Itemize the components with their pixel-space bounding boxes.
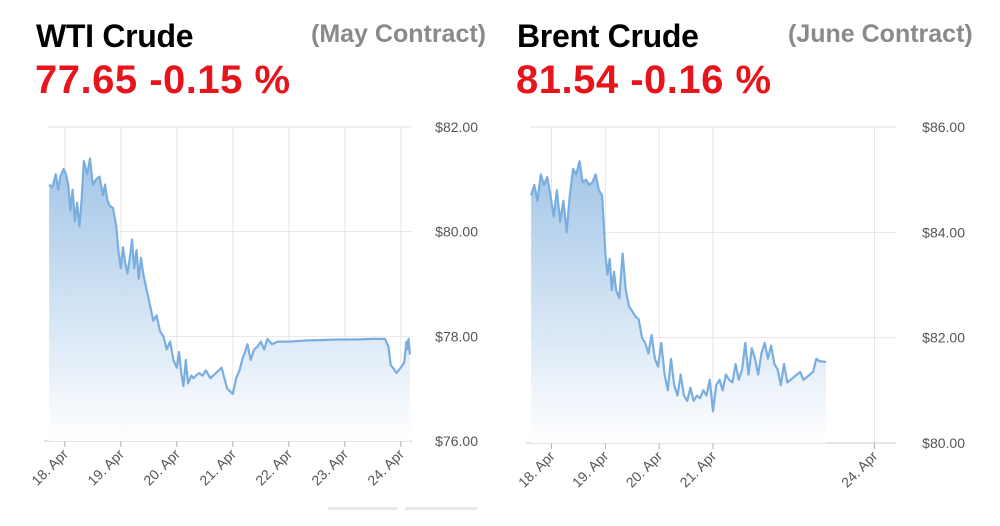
y-tick-label: $80.00	[922, 435, 965, 451]
brent-price: 81.54	[516, 58, 619, 102]
x-tick-label: 24. Apr	[838, 448, 881, 491]
y-tick-label: $78.00	[435, 328, 478, 344]
x-tick-label: 21. Apr	[676, 448, 719, 491]
x-tick-label: 18. Apr	[28, 446, 71, 489]
brent-chart[interactable]: $86.00 $84.00 $82.00 $80.00 18. Apr 19. Apr 20…	[482, 0, 982, 526]
y-tick-label: $82.00	[922, 330, 965, 346]
series-area	[49, 158, 410, 441]
x-tick-label: 19. Apr	[84, 446, 127, 489]
series-line[interactable]	[48, 157, 411, 395]
x-tick-label: 23. Apr	[308, 446, 351, 489]
wti-chart[interactable]: $82.00 $80.00 $78.00 $76.00 18. Apr 19. Apr 20…	[0, 0, 500, 526]
scroll-indicator	[405, 507, 477, 510]
scroll-indicator	[328, 507, 398, 510]
series-area	[531, 161, 826, 443]
wti-panel: WTI Crude (May Contract) 77.65 -0.15 % $…	[0, 0, 500, 526]
brent-price-change: 81.54 -0.16 %	[516, 58, 772, 103]
x-tick-label: 24. Apr	[364, 446, 407, 489]
x-tick-label: 20. Apr	[140, 446, 183, 489]
y-tick-label: $84.00	[922, 224, 965, 240]
wti-contract-label: (May Contract)	[311, 20, 487, 48]
wti-change: -0.15 %	[149, 58, 291, 102]
y-tick-label: $80.00	[435, 224, 478, 240]
wti-title: WTI Crude	[36, 18, 194, 54]
brent-contract-label: (June Contract)	[788, 20, 973, 48]
series-line[interactable]	[530, 160, 827, 413]
y-tick-label: $76.00	[435, 433, 478, 449]
brent-change: -0.16 %	[630, 58, 772, 102]
x-tick-label: 21. Apr	[196, 446, 239, 489]
wti-price-change: 77.65 -0.15 %	[35, 58, 291, 103]
y-tick-label: $82.00	[435, 119, 478, 135]
x-tick-label: 19. Apr	[569, 448, 612, 491]
x-tick-label: 20. Apr	[623, 448, 666, 491]
wti-price: 77.65	[35, 58, 138, 102]
brent-panel: Brent Crude (June Contract) 81.54 -0.16 …	[482, 0, 982, 526]
x-tick-label: 22. Apr	[252, 446, 295, 489]
x-tick-label: 18. Apr	[515, 448, 558, 491]
brent-title: Brent Crude	[517, 18, 699, 54]
y-tick-label: $86.00	[922, 119, 965, 135]
